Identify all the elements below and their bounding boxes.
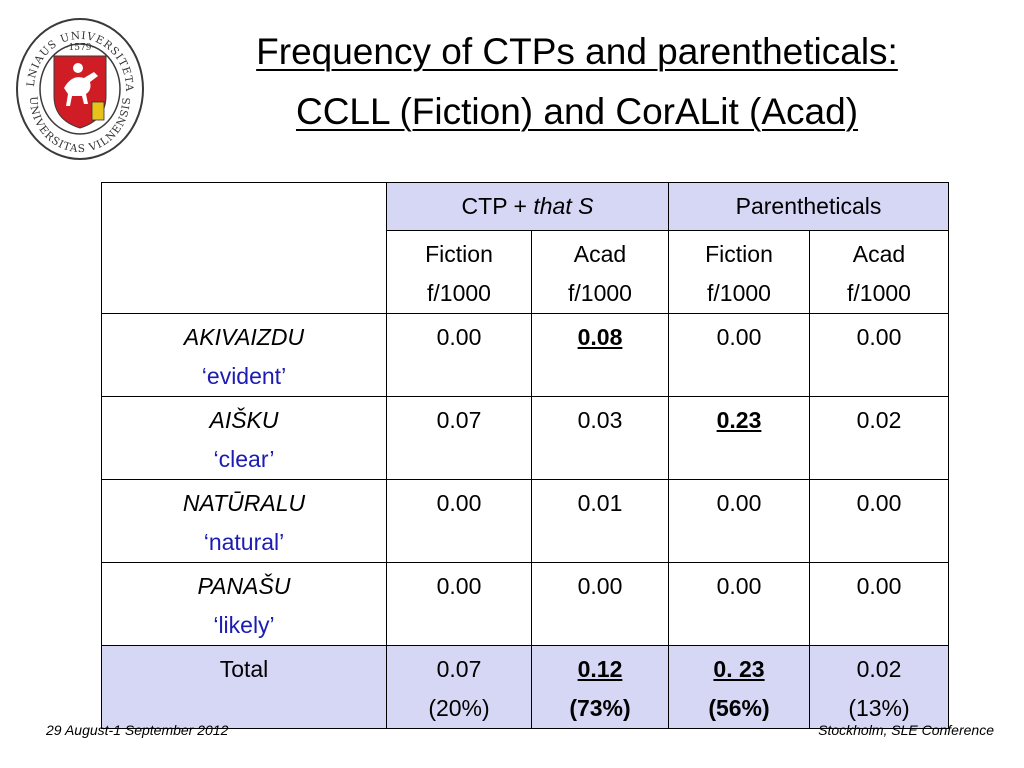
value-cell: 0.00: [668, 313, 810, 397]
slide-title: Frequency of CTPs and parentheticals: CC…: [150, 22, 1004, 142]
table-row: AIŠKU ‘clear’ 0.07 0.03 0.23 0.02: [101, 396, 949, 480]
table-row: AKIVAIZDU ‘evident’ 0.00 0.08 0.00 0.00: [101, 313, 949, 397]
value-cell: 0.00: [386, 313, 532, 397]
subheader-cell: Fiction f/1000: [386, 230, 532, 314]
subheader-cell: Acad f/1000: [809, 230, 949, 314]
subheader-cell: Acad f/1000: [531, 230, 669, 314]
shield-icon: [53, 55, 107, 129]
total-label: Total: [101, 645, 387, 729]
total-cell: 0.12 (73%): [531, 645, 669, 729]
parentheticals-group-header: Parentheticals: [668, 182, 949, 231]
value-cell: 0.00: [668, 479, 810, 563]
seal-year: ·1579·: [66, 43, 95, 53]
ctp-group-header: CTP + that S: [386, 182, 669, 231]
value-cell: 0.00: [386, 562, 532, 646]
word-cell: PANAŠU ‘likely’: [101, 562, 387, 646]
title-line-1: Frequency of CTPs and parentheticals:: [256, 31, 898, 72]
word-cell: NATŪRALU ‘natural’: [101, 479, 387, 563]
value-cell: 0.08: [531, 313, 669, 397]
footer-date: 29 August-1 September 2012: [46, 722, 229, 738]
value-cell: 0.03: [531, 396, 669, 480]
value-cell: 0.23: [668, 396, 810, 480]
value-cell: 0.02: [809, 396, 949, 480]
subheader-cell: Fiction f/1000: [668, 230, 810, 314]
value-cell: 0.00: [386, 479, 532, 563]
total-cell: 0.02 (13%): [809, 645, 949, 729]
value-cell: 0.00: [668, 562, 810, 646]
word-cell: AKIVAIZDU ‘evident’: [101, 313, 387, 397]
title-line-2: CCLL (Fiction) and CorALit (Acad): [295, 91, 859, 132]
frequency-table: CTP + that S Parentheticals Fiction f/100…: [101, 182, 949, 729]
table-row: PANAŠU ‘likely’ 0.00 0.00 0.00 0.00: [101, 562, 949, 646]
footer-venue: Stockholm, SLE Conference: [818, 722, 994, 738]
value-cell: 0.00: [531, 562, 669, 646]
total-cell: 0.07 (20%): [386, 645, 532, 729]
value-cell: 0.00: [809, 479, 949, 563]
value-cell: 0.01: [531, 479, 669, 563]
value-cell: 0.00: [809, 313, 949, 397]
table-row: NATŪRALU ‘natural’ 0.00 0.01 0.00 0.00: [101, 479, 949, 563]
value-cell: 0.07: [386, 396, 532, 480]
university-seal-logo: VILNIAUS UNIVERSITETAS UNIVERSITAS VILNE…: [14, 16, 144, 160]
word-cell: AIŠKU ‘clear’: [101, 396, 387, 480]
total-cell: 0. 23 (56%): [668, 645, 810, 729]
value-cell: 0.00: [809, 562, 949, 646]
total-row: Total 0.07 (20%) 0.12 (73%) 0. 23 (56%) 0.0…: [101, 645, 949, 729]
corner-cell: [101, 182, 387, 314]
